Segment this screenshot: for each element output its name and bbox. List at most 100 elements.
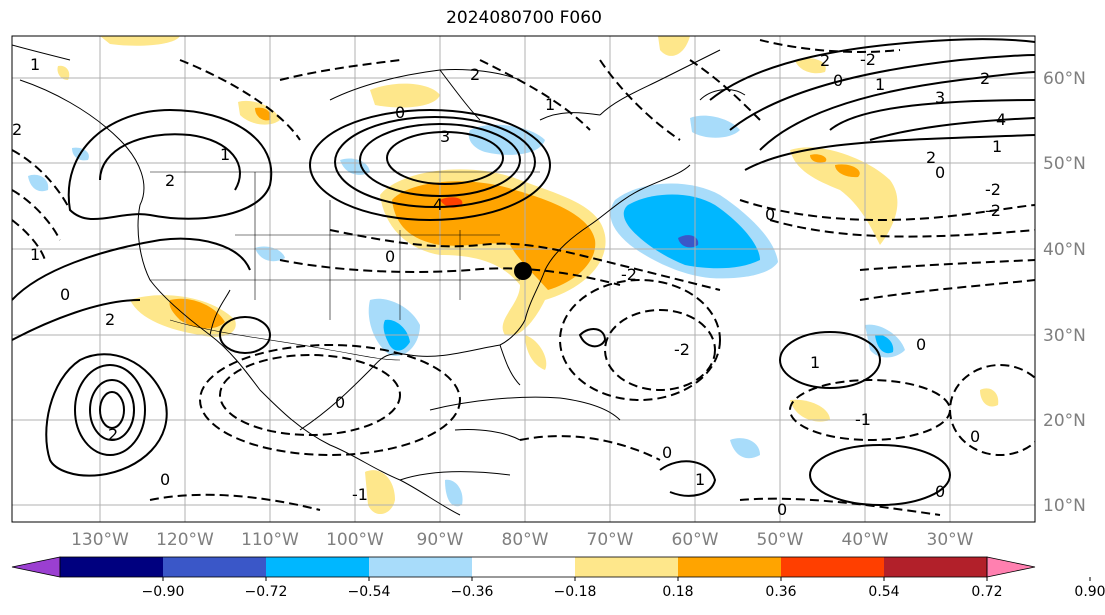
negative-anomaly-area [28, 174, 49, 192]
contour-label: 3 [935, 88, 945, 107]
colorbar-tick-label: 0.36 [765, 584, 796, 600]
contour-label: 1 [695, 470, 705, 489]
lat-tick-label: 10°N [1043, 496, 1086, 516]
contour-label: 0 [60, 285, 70, 304]
colorbar-tick-label: −0.54 [348, 584, 391, 600]
negative-anomaly-area [678, 235, 699, 248]
colorbar-segment [369, 557, 472, 577]
contour-label: -2 [985, 180, 1001, 199]
contour-label: 4 [996, 110, 1006, 129]
positive-anomaly-area [795, 58, 826, 74]
positive-anomaly-area [392, 181, 596, 290]
contour-label: 0 [970, 427, 980, 446]
lon-tick-label: 120°W [156, 530, 214, 550]
colorbar-segment [678, 557, 781, 577]
colorbar-tick-label: −0.18 [554, 584, 597, 600]
latitude-labels: 10°N 20°N 30°N 40°N 50°N 60°N [1043, 69, 1086, 516]
negative-anomaly-area [690, 115, 740, 138]
colorbar-segment [884, 557, 987, 577]
contour-label: -2 [621, 265, 637, 284]
colorbar-tick-label: 0.54 [868, 584, 899, 600]
lon-tick-label: 100°W [326, 530, 384, 550]
contour-label: 0 [395, 103, 405, 122]
negative-anomaly-area [623, 194, 760, 269]
colorbar-segment [472, 557, 575, 577]
contour-label: 1 [810, 353, 820, 372]
map-title: 2024080700 F060 [446, 8, 602, 28]
positive-anomaly-area [980, 388, 999, 407]
colorbar-tick-label: 0.72 [971, 584, 1002, 600]
negative-anomaly-area [875, 334, 894, 354]
colorbar-tick-label: 0.18 [662, 584, 693, 600]
contour-label: 0 [160, 470, 170, 489]
positive-anomaly-area [100, 36, 180, 46]
positive-anomaly-area [790, 147, 898, 245]
contour-label: 0 [335, 393, 345, 412]
colorbar-segment [266, 557, 369, 577]
colorbar-tick-label: −0.90 [142, 584, 185, 600]
contour-label: 2 [820, 51, 830, 70]
contour-label: -1 [352, 485, 368, 504]
lon-tick-label: 110°W [241, 530, 299, 550]
lon-tick-label: 90°W [417, 530, 464, 550]
contour-label: 0 [777, 500, 787, 519]
positive-contours [12, 38, 1035, 506]
contour-label: 1 [30, 245, 40, 264]
negative-contours [12, 39, 1035, 516]
contour-labels: 2 3 4 1 0 2 0 1 2 0 -1 -2 -2 0 3 4 2 1 2… [12, 50, 1006, 519]
contour-label: 2 [165, 171, 175, 190]
positive-anomaly-area [370, 83, 440, 108]
colorbar-segment [163, 557, 266, 577]
longitude-labels: 130°W 120°W 110°W 100°W 90°W 80°W 70°W 6… [71, 530, 974, 550]
lon-tick-label: 130°W [71, 530, 129, 550]
colorbar-outline [59, 556, 988, 578]
contour-label: 1 [545, 95, 555, 114]
positive-anomaly-area [57, 65, 70, 80]
contour-label: -2 [860, 50, 876, 69]
contour-label: 2 [105, 310, 115, 329]
contour-label: 0 [916, 335, 926, 354]
contour-label: 2 [108, 425, 118, 444]
colorbar-tick-label: 0.90 [1074, 584, 1105, 600]
colorbar-tick-label: −0.72 [245, 584, 288, 600]
lat-tick-label: 60°N [1043, 69, 1086, 89]
lat-tick-label: 30°N [1043, 326, 1086, 346]
map-frame [11, 35, 1036, 523]
contour-label: -2 [674, 340, 690, 359]
lat-tick-label: 50°N [1043, 154, 1086, 174]
positive-anomaly-area [810, 154, 827, 163]
contour-label: 0 [765, 205, 775, 224]
lon-tick-label: 40°W [842, 530, 889, 550]
location-marker [514, 262, 532, 280]
positive-anomaly-area [790, 399, 830, 422]
positive-anomaly-area [169, 298, 225, 329]
lon-tick-label: 80°W [502, 530, 549, 550]
lon-tick-label: 60°W [672, 530, 719, 550]
colorbar-segment [60, 557, 163, 577]
positive-anomaly-area [835, 164, 860, 178]
lat-tick-label: 20°N [1043, 411, 1086, 431]
contour-label: 0 [935, 482, 945, 501]
coastlines [12, 44, 746, 516]
borders [150, 171, 540, 361]
lon-tick-label: 50°W [757, 530, 804, 550]
contour-label: 1 [875, 75, 885, 94]
lat-tick-label: 40°N [1043, 240, 1086, 260]
contour-label: 1 [220, 145, 230, 164]
contour-label: -1 [855, 410, 871, 429]
colorbar-segment [575, 557, 678, 577]
contour-label: 2 [926, 148, 936, 167]
contour-label: 2 [12, 120, 22, 139]
contour-label: 0 [935, 163, 945, 182]
positive-anomaly-area [365, 470, 395, 515]
positive-anomaly-area [525, 335, 547, 370]
contour-label: 1 [30, 55, 40, 74]
positive-anomaly-area [255, 107, 271, 121]
contour-label: -2 [985, 201, 1001, 220]
contour-label: 3 [440, 127, 450, 146]
colorbar-extend-low [11, 556, 61, 578]
contour-label: 1 [992, 137, 1002, 156]
contour-label: 2 [980, 69, 990, 88]
colorbar-tick-label: −0.36 [451, 584, 494, 600]
